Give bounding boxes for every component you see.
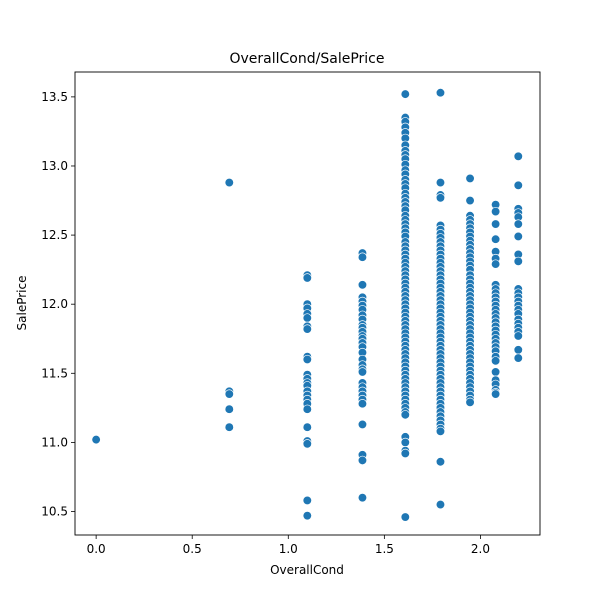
data-point: [465, 173, 475, 184]
data-point: [400, 89, 410, 99]
plot-frame: [74, 71, 541, 536]
data-point: [302, 495, 312, 506]
data-point: [302, 404, 312, 414]
data-point: [490, 219, 501, 229]
data-point: [357, 280, 368, 290]
data-point: [400, 437, 410, 448]
data-point: [513, 353, 523, 363]
x-tick-label: 1.5: [375, 542, 394, 556]
data-point: [302, 324, 312, 334]
data-point: [513, 219, 523, 229]
data-point: [224, 404, 234, 414]
data-point: [302, 422, 312, 432]
data-point: [513, 151, 523, 161]
data-point: [513, 231, 523, 242]
y-tick-label: 12.0: [41, 297, 68, 311]
data-point: [357, 252, 368, 262]
x-axis-title: OverallCond: [270, 563, 344, 577]
data-point: [465, 195, 475, 206]
data-point: [357, 367, 368, 377]
data-point: [224, 177, 234, 188]
data-point: [490, 367, 501, 377]
data-point: [302, 273, 312, 283]
data-point: [400, 512, 410, 522]
y-axis-ticks: 10.5 11.0 11.5 12.0 12.5 13.0 13.5: [41, 90, 75, 519]
chart-title: OverallCond/SalePrice: [230, 51, 385, 67]
y-tick-label: 10.5: [41, 505, 68, 519]
data-point: [400, 448, 410, 459]
y-axis-title: SalePrice: [15, 276, 29, 331]
data-point: [513, 256, 523, 266]
data-point: [435, 499, 446, 510]
data-point: [513, 331, 523, 341]
data-point: [513, 345, 523, 355]
data-points: [91, 88, 523, 522]
data-point: [302, 439, 312, 449]
data-point: [435, 426, 446, 436]
y-tick-label: 11.0: [41, 435, 68, 449]
y-tick-label: 13.0: [41, 159, 68, 173]
data-point: [302, 354, 312, 365]
x-tick-label: 0.5: [183, 542, 202, 556]
data-point: [465, 397, 475, 407]
y-tick-label: 12.5: [41, 228, 68, 242]
data-point: [357, 493, 368, 503]
data-point: [435, 88, 446, 98]
data-point: [357, 419, 368, 430]
data-point: [357, 399, 368, 409]
x-tick-label: 1.0: [279, 542, 298, 556]
data-point: [400, 410, 410, 420]
data-point: [224, 389, 234, 399]
data-point: [435, 457, 446, 467]
data-point: [490, 259, 501, 269]
y-tick-label: 11.5: [41, 366, 68, 380]
data-point: [490, 206, 501, 217]
x-tick-label: 2.0: [471, 542, 490, 556]
data-point: [513, 180, 523, 190]
data-point: [302, 313, 312, 323]
data-point: [91, 434, 101, 445]
x-axis-ticks: 0.0 0.5 1.0 1.5 2.0: [87, 535, 490, 556]
data-point: [490, 234, 501, 244]
data-point: [435, 193, 446, 203]
data-point: [224, 422, 234, 432]
data-point: [302, 511, 312, 521]
y-tick-label: 13.5: [41, 90, 68, 104]
data-point: [357, 455, 368, 466]
data-point: [490, 356, 501, 366]
x-tick-label: 0.0: [87, 542, 106, 556]
data-point: [435, 177, 446, 188]
data-point: [490, 389, 501, 399]
